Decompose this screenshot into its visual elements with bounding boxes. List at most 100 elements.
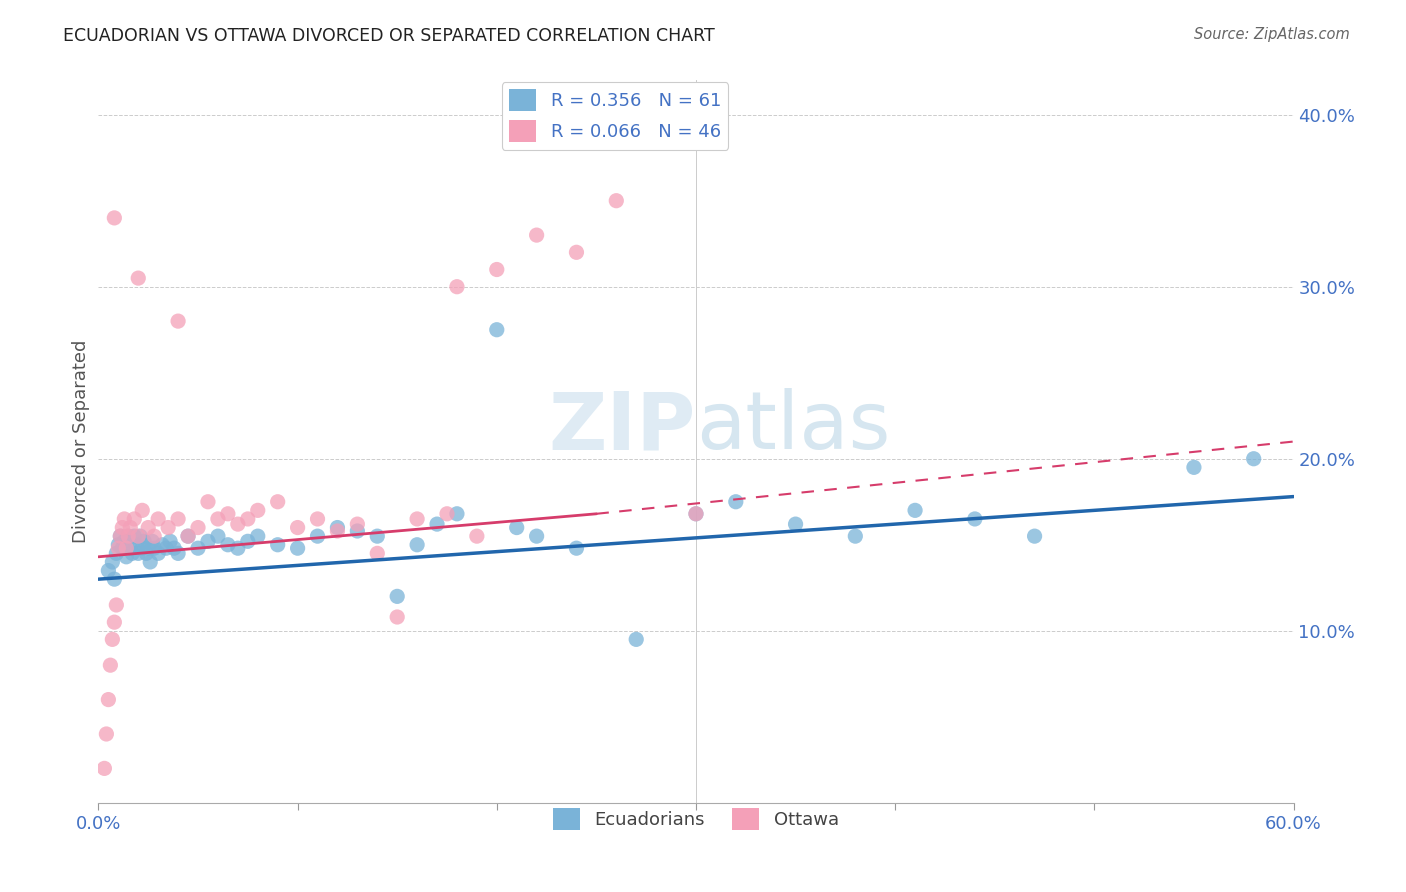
Point — [565, 245, 588, 260]
Point — [485, 262, 508, 277]
Point — [217, 538, 239, 552]
Point — [111, 541, 134, 556]
Point — [96, 727, 118, 741]
Point — [485, 323, 508, 337]
Point — [103, 615, 125, 630]
Point — [167, 314, 190, 328]
Point — [134, 534, 156, 549]
Point — [127, 546, 149, 560]
Point — [526, 228, 548, 243]
Point — [167, 512, 190, 526]
Point — [207, 529, 229, 543]
Point — [129, 529, 152, 543]
Point — [150, 538, 173, 552]
Point — [115, 541, 138, 556]
Point — [110, 529, 132, 543]
Point — [148, 512, 170, 526]
Point — [163, 541, 186, 556]
Point — [187, 520, 209, 534]
Point — [526, 529, 548, 543]
Point — [267, 494, 290, 508]
Point — [236, 534, 259, 549]
Point — [105, 546, 128, 560]
Point — [207, 512, 229, 526]
Point — [685, 507, 707, 521]
Point — [366, 546, 388, 560]
Point — [307, 512, 329, 526]
Point — [963, 512, 986, 526]
Point — [127, 529, 149, 543]
Point — [127, 271, 149, 285]
Point — [385, 610, 409, 624]
Point — [115, 549, 138, 564]
Point — [287, 520, 309, 534]
Point — [724, 494, 747, 508]
Y-axis label: Divorced or Separated: Divorced or Separated — [72, 340, 90, 543]
Point — [226, 541, 249, 556]
Point — [446, 279, 468, 293]
Point — [565, 541, 588, 556]
Point — [107, 538, 129, 552]
Point — [446, 507, 468, 521]
Point — [97, 692, 120, 706]
Point — [98, 658, 122, 673]
Point — [177, 529, 200, 543]
Point — [167, 546, 190, 560]
Point — [103, 572, 125, 586]
Point — [103, 211, 125, 225]
Point — [120, 541, 142, 556]
Text: Source: ZipAtlas.com: Source: ZipAtlas.com — [1194, 27, 1350, 42]
Point — [406, 538, 429, 552]
Point — [117, 529, 139, 543]
Point — [124, 529, 146, 543]
Point — [307, 529, 329, 543]
Point — [121, 546, 143, 560]
Point — [197, 494, 219, 508]
Point — [112, 534, 135, 549]
Point — [197, 534, 219, 549]
Point — [101, 555, 124, 569]
Point — [105, 598, 128, 612]
Point — [785, 517, 807, 532]
Point — [236, 512, 259, 526]
Point — [139, 555, 162, 569]
Point — [346, 524, 368, 538]
Point — [148, 546, 170, 560]
Point — [143, 529, 166, 543]
Point — [155, 541, 177, 556]
Point — [131, 503, 153, 517]
Point — [346, 517, 368, 532]
Point — [1182, 460, 1205, 475]
Point — [135, 546, 157, 560]
Point — [131, 541, 153, 556]
Point — [124, 512, 146, 526]
Point — [177, 529, 200, 543]
Point — [465, 529, 488, 543]
Point — [366, 529, 388, 543]
Text: atlas: atlas — [696, 388, 890, 467]
Point — [143, 541, 166, 556]
Point — [112, 512, 135, 526]
Point — [1243, 451, 1265, 466]
Point — [159, 534, 181, 549]
Legend: Ecuadorians, Ottawa: Ecuadorians, Ottawa — [546, 801, 846, 837]
Point — [267, 538, 290, 552]
Point — [226, 517, 249, 532]
Point — [406, 512, 429, 526]
Point — [246, 503, 269, 517]
Point — [217, 507, 239, 521]
Point — [326, 524, 349, 538]
Point — [101, 632, 124, 647]
Point — [326, 520, 349, 534]
Point — [117, 529, 139, 543]
Point — [187, 541, 209, 556]
Point — [506, 520, 529, 534]
Text: ZIP: ZIP — [548, 388, 696, 467]
Point — [157, 520, 180, 534]
Point — [385, 590, 409, 604]
Point — [107, 541, 129, 556]
Point — [120, 520, 142, 534]
Point — [141, 534, 163, 549]
Point — [111, 520, 134, 534]
Text: ECUADORIAN VS OTTAWA DIVORCED OR SEPARATED CORRELATION CHART: ECUADORIAN VS OTTAWA DIVORCED OR SEPARAT… — [63, 27, 716, 45]
